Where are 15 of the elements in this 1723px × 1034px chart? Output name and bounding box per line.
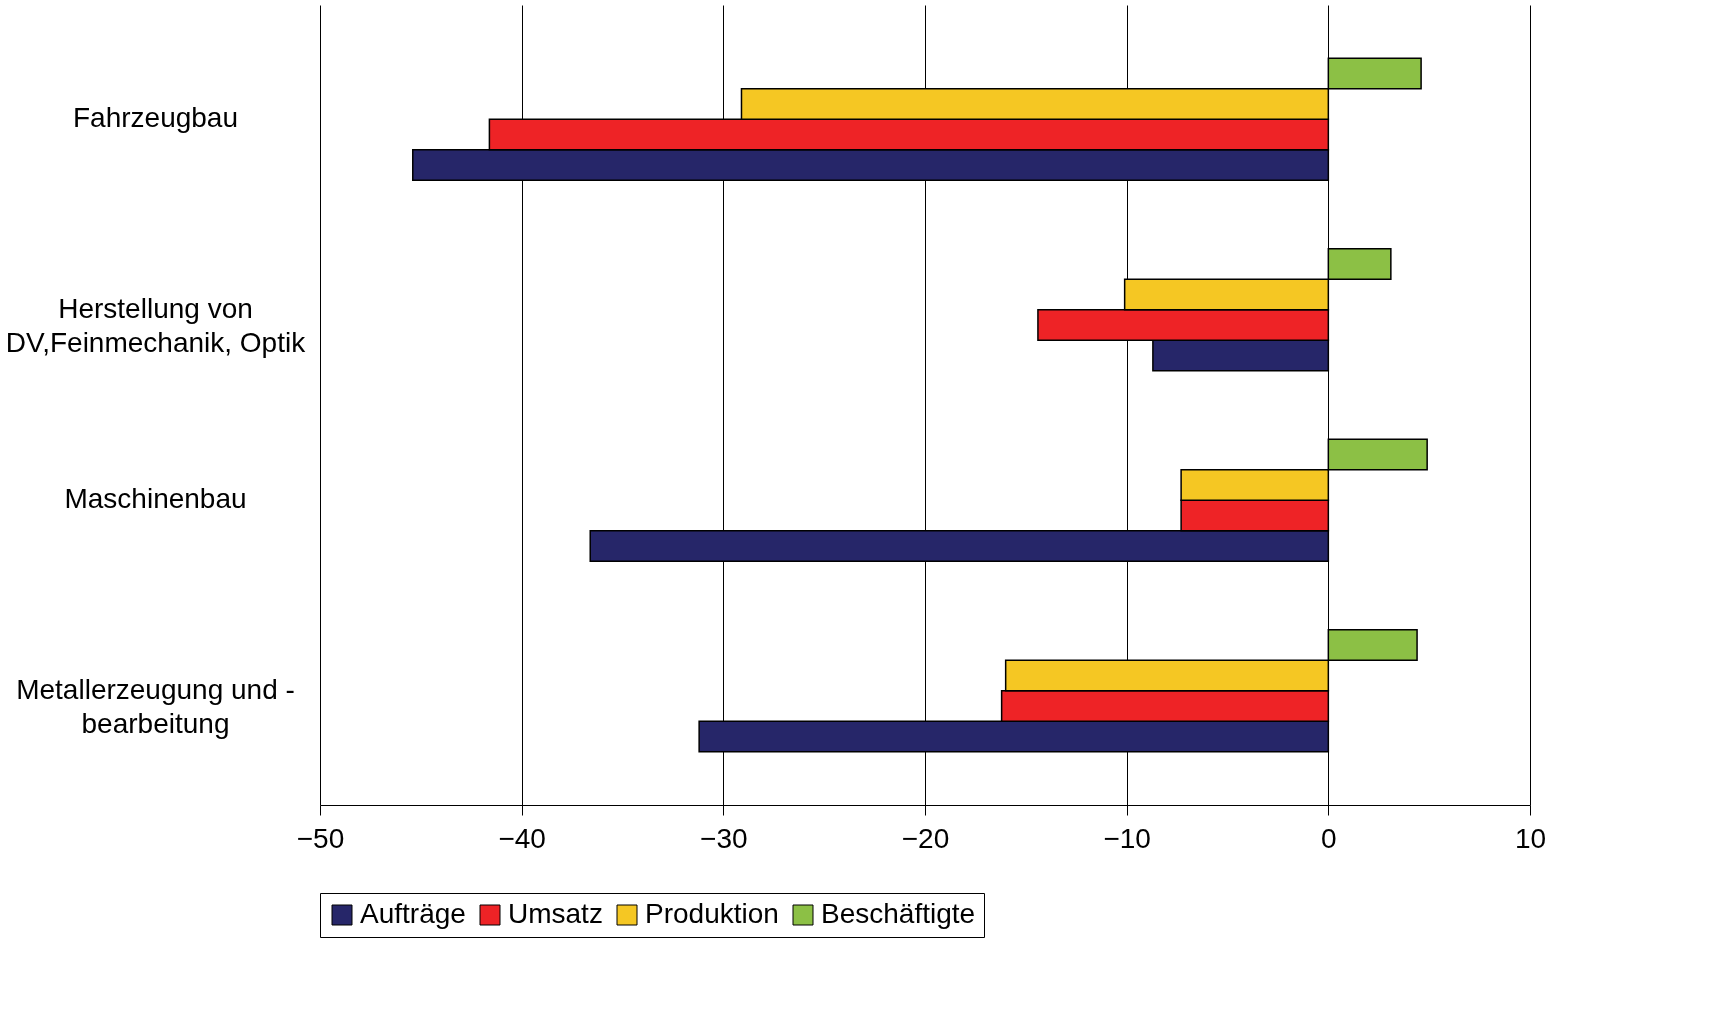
x-tick-label: −40: [498, 822, 546, 854]
legend-label: Beschäftigte: [821, 898, 976, 929]
legend-label: Aufträge: [360, 898, 466, 929]
y-tick-label: Metallerzeugung und - bearbeitung: [16, 673, 295, 739]
y-tick-label: Fahrzeugbau: [72, 102, 239, 134]
x-tick-label: −30: [700, 822, 748, 854]
legend-label: Produktion: [645, 898, 779, 929]
y-tick-label: Maschinenbau: [64, 483, 247, 515]
x-tick-label: 10: [1514, 822, 1547, 854]
x-tick-label: −50: [296, 822, 345, 854]
x-tick-label: −10: [1103, 822, 1151, 854]
y-tick-label: Herstellung von DV,Feinmechanik, Optik: [5, 292, 307, 358]
legend-label: Umsatz: [508, 898, 603, 929]
x-tick-label: −20: [901, 822, 950, 854]
x-tick-label: 0: [1321, 822, 1337, 854]
